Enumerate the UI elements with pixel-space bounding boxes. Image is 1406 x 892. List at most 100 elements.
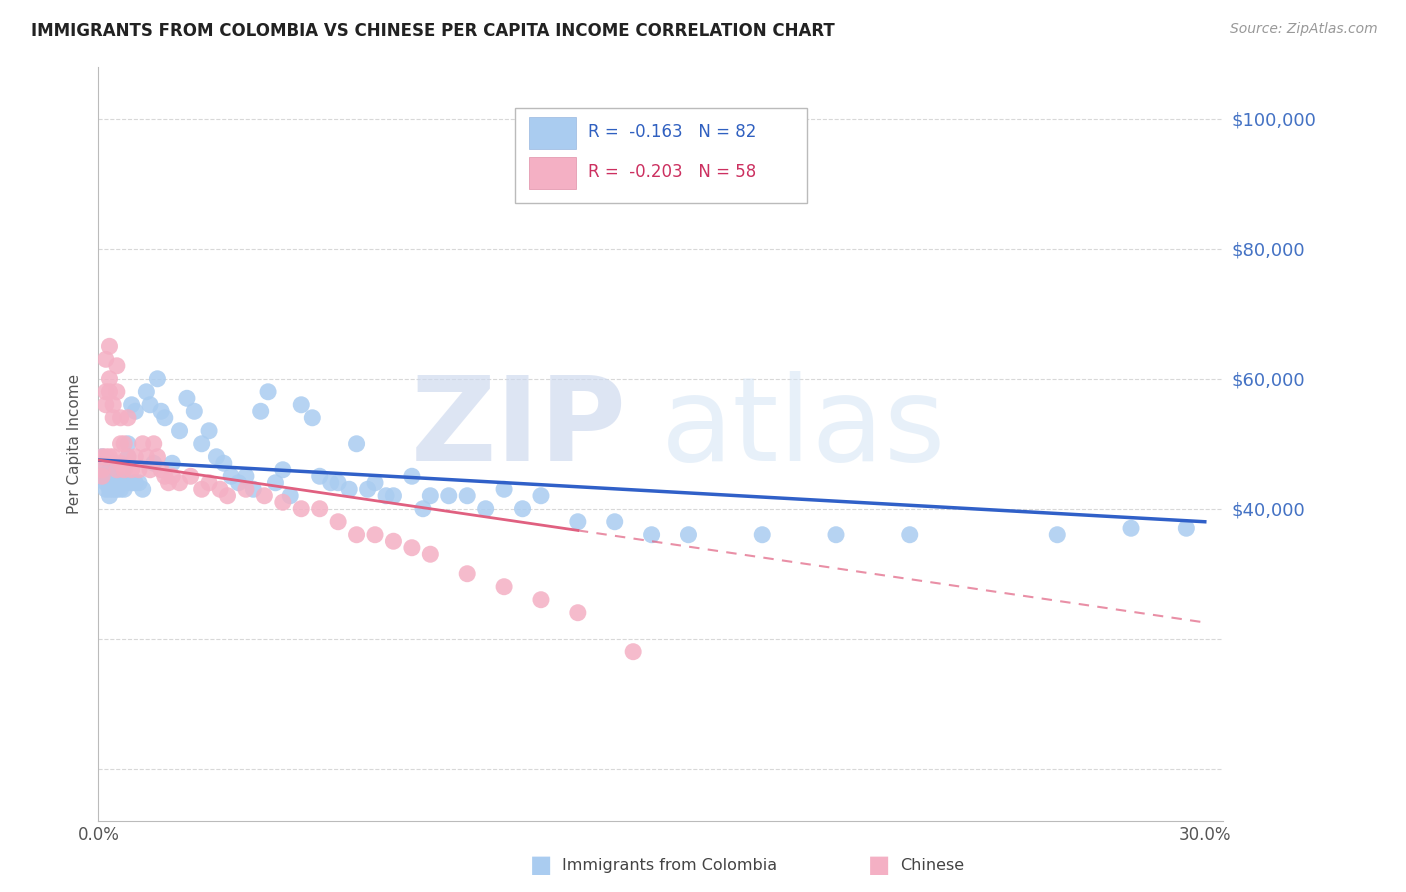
Point <box>94 450 117 464</box>
Point <box>474 501 496 516</box>
Point <box>308 469 330 483</box>
Point <box>150 404 173 418</box>
Point <box>621 645 644 659</box>
Point <box>898 527 921 541</box>
Point <box>456 489 478 503</box>
Point <box>94 475 117 490</box>
Point <box>98 339 121 353</box>
Point <box>301 410 323 425</box>
Point <box>640 527 662 541</box>
Point <box>101 450 124 464</box>
Point <box>278 489 301 503</box>
Point <box>94 398 117 412</box>
Point <box>117 450 139 464</box>
Point <box>346 527 368 541</box>
Point <box>1119 521 1142 535</box>
Point <box>128 475 150 490</box>
FancyBboxPatch shape <box>529 118 576 149</box>
Point <box>105 359 128 373</box>
Point <box>356 482 378 496</box>
Point <box>101 398 124 412</box>
Point <box>205 450 228 464</box>
Point <box>105 475 128 490</box>
Point <box>112 475 135 490</box>
Point <box>128 463 150 477</box>
Point <box>308 501 330 516</box>
Point <box>94 456 117 470</box>
Point <box>242 482 264 496</box>
Point <box>91 450 114 464</box>
Text: atlas: atlas <box>661 371 946 486</box>
Point <box>101 456 124 470</box>
Point <box>217 489 239 503</box>
Point <box>209 482 232 496</box>
Point <box>319 475 342 490</box>
Point <box>91 450 114 464</box>
Point <box>105 384 128 399</box>
Point <box>169 424 191 438</box>
Point <box>326 515 349 529</box>
Point <box>105 463 128 477</box>
Point <box>160 456 183 470</box>
Point <box>382 534 405 549</box>
Point <box>180 469 202 483</box>
Point <box>112 463 135 477</box>
Point <box>153 410 176 425</box>
Point <box>346 436 368 450</box>
Point <box>198 424 221 438</box>
Point <box>257 384 280 399</box>
Point <box>176 392 198 406</box>
Point <box>105 482 128 496</box>
Point <box>530 489 553 503</box>
Point <box>169 475 191 490</box>
Point <box>401 541 423 555</box>
Point <box>235 482 257 496</box>
Point <box>110 482 132 496</box>
Point <box>382 489 405 503</box>
Point <box>437 489 460 503</box>
Point <box>412 501 434 516</box>
Point <box>401 469 423 483</box>
FancyBboxPatch shape <box>529 157 576 189</box>
Point <box>139 463 162 477</box>
Point <box>117 436 139 450</box>
Point <box>160 469 183 483</box>
Text: R =  -0.203   N = 58: R = -0.203 N = 58 <box>588 163 756 181</box>
Point <box>131 482 153 496</box>
Point <box>121 398 143 412</box>
Point <box>110 475 132 490</box>
Point <box>94 384 117 399</box>
Point <box>94 352 117 367</box>
Point <box>419 489 441 503</box>
Point <box>124 450 146 464</box>
Point <box>101 482 124 496</box>
Point <box>264 475 287 490</box>
Point <box>117 410 139 425</box>
Point <box>228 475 250 490</box>
Point <box>153 469 176 483</box>
Point <box>142 456 165 470</box>
Point <box>530 592 553 607</box>
Point <box>678 527 700 541</box>
Point <box>98 489 121 503</box>
Point <box>150 463 173 477</box>
Point <box>375 489 398 503</box>
Point <box>249 404 271 418</box>
Point <box>112 463 135 477</box>
Point <box>190 482 212 496</box>
Point <box>603 515 626 529</box>
Point <box>105 463 128 477</box>
Point <box>567 606 589 620</box>
Point <box>124 475 146 490</box>
Point <box>290 398 312 412</box>
Point <box>124 404 146 418</box>
Point <box>419 547 441 561</box>
Text: ZIP: ZIP <box>411 371 627 486</box>
Point <box>364 475 387 490</box>
Point <box>98 463 121 477</box>
Point <box>146 372 169 386</box>
Point <box>94 482 117 496</box>
Point <box>190 436 212 450</box>
Point <box>146 450 169 464</box>
Point <box>98 450 121 464</box>
